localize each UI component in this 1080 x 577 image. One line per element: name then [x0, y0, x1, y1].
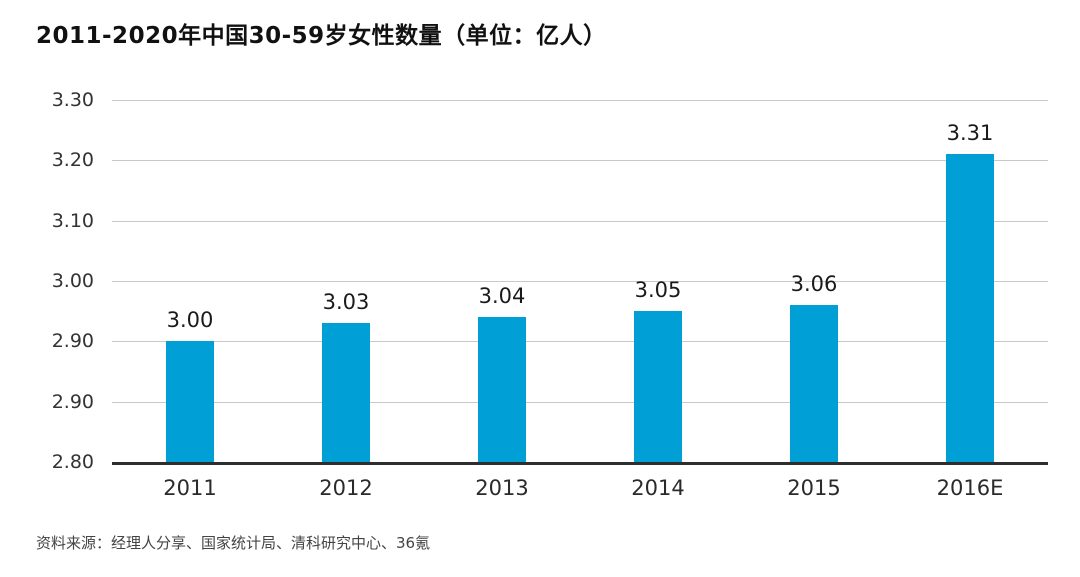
bar-2013	[478, 317, 526, 462]
gridline	[112, 220, 1048, 222]
gridline	[112, 401, 1048, 403]
bar-2015	[790, 305, 838, 462]
gridline	[112, 281, 1048, 282]
y-axis-tick-label: 3.20	[51, 149, 94, 172]
plot-area: 3.30 3.20 3.10 3.00 2.90 2.90 2.80 3.00 2011 3.03…	[52, 89, 1048, 500]
y-axis-tick-label: 3.00	[51, 270, 94, 292]
x-axis-tick-label: 2015	[787, 476, 841, 500]
x-axis-tick-label: 2016E	[936, 476, 1004, 500]
x-axis-tick-label: 2012	[319, 476, 373, 500]
y-axis-tick-label: 3.30	[51, 89, 94, 111]
bar-value-label: 3.03	[322, 290, 370, 315]
bar-value-label: 3.04	[478, 284, 526, 309]
chart-title: 2011-2020年中国30-59岁女性数量（单位：亿人）	[36, 23, 607, 49]
bar-value-label: 3.00	[166, 308, 214, 333]
bar-value-label: 3.05	[634, 278, 682, 303]
y-axis-tick-label: 3.10	[51, 209, 94, 232]
y-axis-tick-label: 2.90	[51, 330, 94, 353]
y-axis-tick-label: 2.80	[51, 451, 94, 473]
bar-value-label: 3.06	[790, 272, 838, 297]
gridline	[112, 100, 1048, 101]
source-note: 资料来源：经理人分享、国家统计局、清科研究中心、36氪	[36, 534, 431, 552]
x-axis-tick-label: 2013	[475, 476, 529, 500]
gridline	[112, 160, 1048, 162]
bar-2012	[322, 323, 370, 462]
y-axis-tick-label: 2.90	[51, 390, 94, 413]
bar-value-label: 3.31	[946, 121, 994, 146]
bar-2014	[634, 311, 682, 462]
gridline	[112, 341, 1048, 343]
x-axis-tick-label: 2014	[631, 476, 685, 500]
x-axis-tick-label: 2011	[163, 476, 217, 500]
bar-2016E	[946, 154, 994, 462]
bar-2011	[166, 341, 214, 462]
